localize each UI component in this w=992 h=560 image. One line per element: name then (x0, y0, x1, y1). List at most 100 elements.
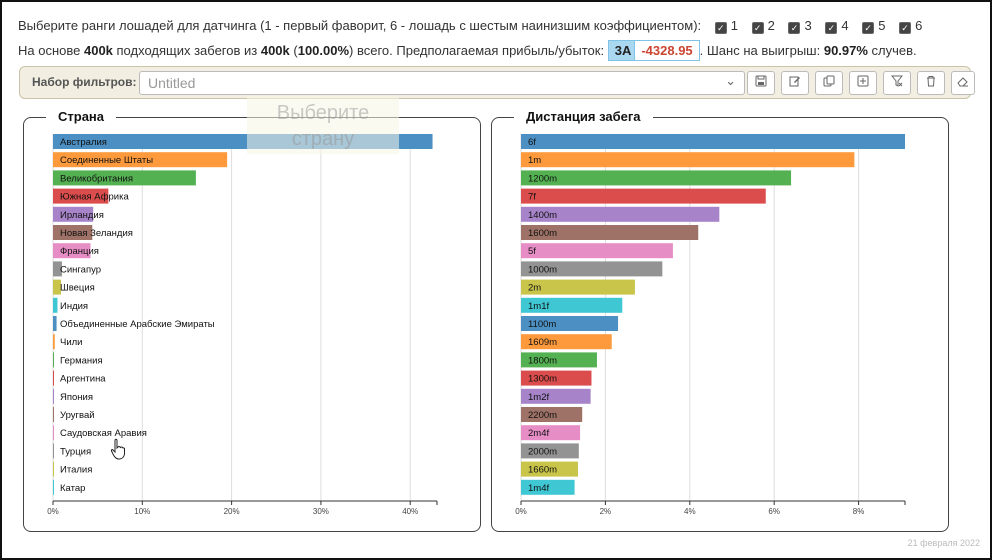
checkbox-checked-icon: ✓ (862, 22, 875, 34)
bar-label: Германия (60, 355, 103, 366)
rank-checkbox-3[interactable]: ✓ 3 (788, 18, 812, 34)
eraser-icon (957, 77, 968, 87)
bar (521, 206, 720, 222)
save-icon (755, 75, 767, 87)
bar-label: 2m (528, 283, 541, 294)
bar-label: Франция (60, 246, 99, 257)
delete-filter-button[interactable] (917, 71, 945, 95)
rank-checkbox-6[interactable]: ✓ 6 (899, 18, 922, 34)
rank-checkbox-4[interactable]: ✓ 4 (825, 18, 849, 34)
bar (521, 170, 792, 186)
country-chart-panel: Страна 0% 10% 20% 30% 40% Австралия Соединенны… (23, 109, 481, 532)
bar (53, 243, 91, 259)
bar-label: Южная Африка (60, 192, 129, 203)
bar-label: Саудовская Аравия (60, 428, 147, 439)
bar-label: 6f (528, 137, 536, 148)
bar-label: 1000m (528, 264, 557, 275)
win-percent: 90.97% (823, 43, 868, 58)
summary-line: На основе 400k подходящих забегов из 400… (18, 40, 917, 61)
bar (521, 261, 663, 277)
footer-date: 21 февраля 2022 (907, 538, 980, 548)
bar (521, 352, 597, 368)
checkbox-checked-icon: ✓ (899, 22, 912, 34)
bar-label: 2200m (528, 410, 557, 421)
rank-selector: Выберите ранги лошадей для датчинга (1 -… (18, 18, 922, 34)
bar (53, 352, 54, 368)
bar (521, 297, 623, 313)
matched-count: 400k (83, 43, 113, 58)
filter-label: Набор фильтров: (32, 75, 137, 89)
bar-label: 1600m (528, 228, 557, 239)
rank-checkbox-1[interactable]: ✓ 1 (714, 18, 738, 34)
bar-label: 1300m (528, 374, 557, 385)
checkbox-checked-icon: ✓ (751, 22, 764, 34)
bar-label: 1200m (528, 173, 557, 184)
distance-chart-title: Дистанция забега (514, 109, 653, 124)
bar (53, 188, 109, 204)
x-tick-label: 8% (853, 507, 865, 516)
hint-line-2: страну (291, 128, 355, 150)
bar (53, 370, 54, 386)
rank-checkbox-5[interactable]: ✓ 5 (862, 18, 885, 34)
country-chart: 0% 10% 20% 30% 40% Австралия Соединенные Штаты… (47, 134, 438, 516)
bar (53, 407, 54, 422)
bar-label: Катар (60, 483, 85, 494)
hint-line-1: Выберите (276, 102, 370, 124)
bar (521, 134, 905, 149)
bar (521, 407, 583, 422)
x-tick-label: 6% (768, 507, 780, 516)
bar (521, 225, 699, 240)
distance-chart-panel: Дистанция забега 0% 2% 4% 6% 8% 6f 1m 1200m 7f 14… (491, 109, 949, 532)
match-percent: 100.00% (297, 43, 350, 58)
bar (53, 316, 57, 331)
bar-label: 1m4f (528, 483, 549, 494)
bar (521, 461, 578, 477)
bar-label: Италия (60, 465, 92, 476)
bar-label: 1800m (528, 355, 557, 366)
rank-checkbox-2[interactable]: ✓ 2 (751, 18, 775, 34)
bar-label: Турция (60, 446, 91, 457)
bar-label: 2000m (528, 446, 557, 457)
copy-filter-button[interactable] (815, 71, 843, 95)
bar-label: 1m1f (528, 301, 549, 312)
x-tick-label: 0% (515, 507, 527, 516)
bar-label: Аргентина (60, 374, 106, 385)
save-filter-button[interactable] (747, 71, 775, 95)
bar-label: Объединенные Арабские Эмираты (60, 319, 215, 330)
chevron-down-icon: ⌄ (725, 73, 736, 88)
x-tick-label: 10% (134, 507, 150, 516)
x-tick-label: 40% (402, 507, 418, 516)
bar-label: 1100m (528, 319, 556, 330)
bar-label: Великобритания (60, 173, 133, 184)
bar (521, 334, 612, 350)
bar (53, 225, 93, 240)
reset-filter-button[interactable] (951, 71, 975, 95)
bar (53, 279, 62, 295)
bar (53, 170, 196, 186)
bar-label: Соединенные Штаты (60, 155, 153, 166)
bar-label: 5f (528, 246, 536, 257)
select-country-hint: Выберите страну (247, 96, 399, 154)
bar (521, 479, 575, 495)
bar-label: 1660m (528, 465, 557, 476)
bar (53, 261, 62, 277)
copy-icon (823, 75, 835, 87)
add-filter-button[interactable] (849, 71, 877, 95)
rank-label: Выберите ранги лошадей для датчинга (1 -… (18, 18, 702, 33)
bar (53, 425, 54, 441)
filter-set-select[interactable]: Untitled ⌄ (139, 71, 745, 95)
edit-filter-button[interactable] (781, 71, 809, 95)
filter-set-value: Untitled (148, 75, 196, 91)
bar (521, 370, 592, 386)
x-tick-label: 20% (224, 507, 240, 516)
bar (53, 297, 58, 313)
bar-label: 1609m (528, 337, 557, 348)
bar-label: Япония (60, 392, 93, 403)
bar (53, 443, 54, 459)
bar-label: Швеция (60, 283, 95, 294)
bar-label: Сингапур (60, 264, 101, 275)
bar (53, 334, 55, 350)
clear-filters-button[interactable] (883, 71, 911, 95)
distance-chart: 0% 2% 4% 6% 8% 6f 1m 1200m 7f 1400m 1600m 5f 1000m 2m… (515, 134, 906, 516)
trash-icon (927, 76, 935, 87)
